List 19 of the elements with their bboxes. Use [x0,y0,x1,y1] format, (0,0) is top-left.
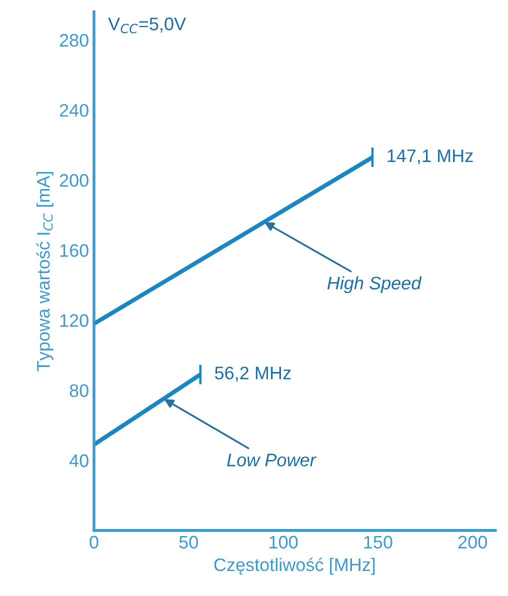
y-tick-label: 280 [60,34,88,47]
y-tick-label: 120 [60,314,88,327]
x-axis-title: Częstotliwość [MHz] [214,558,375,575]
x-tick-label: 0 [90,536,98,549]
y-axis-title: Typowa wartość I$_{CC}$ [mA] [36,172,54,372]
annotation: High Speed [327,276,422,294]
y-tick-label: 240 [60,104,88,117]
annotation: V$_{CC}$=5,0V [108,18,186,34]
x-tick-label: 150 [364,536,392,549]
annotation: 56,2 MHz [214,366,291,382]
x-tick-label: 100 [270,536,298,549]
annotation: Low Power [227,454,316,466]
x-tick-label: 200 [458,536,487,549]
y-tick-label: 40 [69,454,88,468]
annotation: 147,1 MHz [388,150,473,164]
x-tick-label: 50 [179,536,198,549]
y-tick-label: 200 [60,174,88,187]
y-tick-label: 160 [60,244,88,257]
y-tick-label: 80 [70,384,88,398]
